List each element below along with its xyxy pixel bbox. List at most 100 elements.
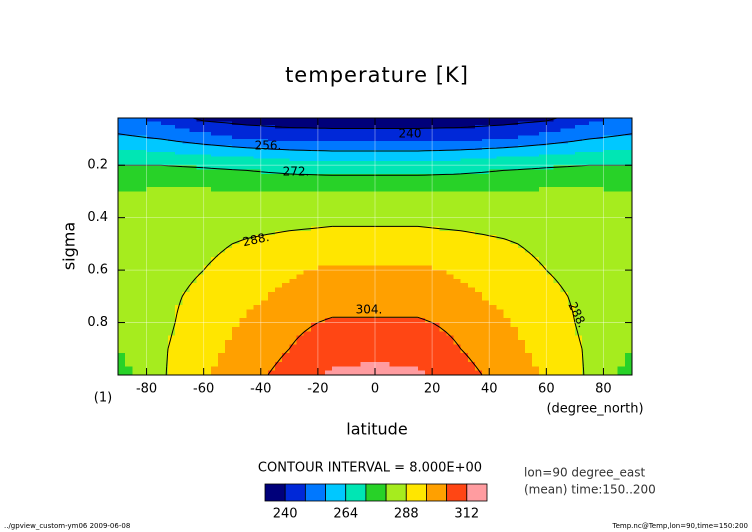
- contour-cell: [532, 248, 540, 254]
- contour-cell: [167, 195, 176, 201]
- contour-cell: [125, 248, 133, 254]
- contour-cell: [546, 208, 555, 214]
- contour-cell: [346, 230, 355, 236]
- contour-cell: [510, 208, 519, 214]
- contour-cell: [210, 300, 219, 306]
- contour-cell: [532, 344, 540, 350]
- contour-cell: [118, 222, 126, 227]
- contour-cell: [396, 173, 405, 179]
- contour-cell: [246, 173, 255, 179]
- contour-cell: [375, 131, 383, 137]
- contour-cell: [132, 270, 141, 276]
- contour-cell: [396, 287, 405, 293]
- contour-cell: [189, 158, 198, 162]
- contour-cell: [160, 128, 169, 133]
- contour-cell: [196, 344, 205, 350]
- contour-cell: [196, 178, 205, 184]
- contour-cell: [553, 208, 562, 214]
- contour-cell: [289, 287, 298, 293]
- contour-cell: [539, 128, 547, 133]
- contour-cell: [474, 261, 483, 267]
- contour-cell: [396, 141, 405, 144]
- contour-cell: [182, 204, 190, 210]
- contour-cell: [460, 357, 469, 363]
- contour-cell: [553, 131, 562, 137]
- contour-cell: [574, 305, 583, 311]
- contour-cell: [296, 141, 305, 144]
- contour-cell: [325, 313, 333, 319]
- contour-cell: [339, 217, 348, 223]
- contour-cell: [603, 318, 612, 324]
- contour-cell: [346, 143, 355, 147]
- contour-cell: [267, 213, 276, 219]
- contour-cell: [353, 165, 362, 171]
- contour-cell: [596, 318, 605, 324]
- contour-cell: [417, 335, 426, 341]
- contour-cell: [403, 300, 412, 306]
- contour-cell: [403, 124, 412, 130]
- contour-cell: [453, 226, 462, 232]
- contour-cell: [574, 366, 583, 372]
- contour-cell: [532, 313, 540, 319]
- contour-cell: [375, 143, 383, 147]
- contour-cell: [182, 309, 190, 315]
- contour-cell: [410, 200, 419, 206]
- contour-cell: [182, 163, 190, 166]
- contour-cell: [175, 128, 183, 133]
- contour-cell: [582, 270, 590, 276]
- contour-cell: [232, 160, 240, 164]
- contour-cell: [553, 265, 562, 271]
- contour-cell: [189, 154, 198, 158]
- contour-cell: [603, 344, 612, 350]
- contour-cell: [153, 283, 162, 289]
- contour-cell: [296, 322, 305, 328]
- contour-cell: [403, 154, 412, 158]
- contour-cell: [367, 239, 376, 245]
- contour-cell: [424, 200, 433, 206]
- contour-cell: [560, 313, 569, 319]
- contour-cell: [496, 335, 505, 341]
- contour-cell: [125, 318, 133, 324]
- contour-cell: [603, 213, 612, 219]
- contour-cell: [517, 335, 526, 341]
- contour-cell: [474, 222, 483, 227]
- contour-cell: [560, 340, 569, 346]
- contour-cell: [446, 305, 455, 311]
- contour-cell: [332, 152, 340, 155]
- contour-cell: [610, 124, 619, 130]
- contour-cell: [125, 200, 133, 206]
- contour-cell: [210, 274, 219, 280]
- contour-cell: [325, 178, 333, 184]
- contour-cell: [203, 265, 212, 271]
- contour-cell: [353, 178, 362, 184]
- contour-cell: [339, 340, 348, 346]
- contour-cell: [267, 121, 276, 126]
- contour-cell: [303, 322, 312, 328]
- contour-cell: [225, 187, 233, 193]
- contour-cell: [574, 309, 583, 315]
- contour-cell: [389, 222, 398, 227]
- contour-cell: [389, 230, 398, 236]
- contour-cell: [296, 235, 305, 241]
- contour-cell: [239, 335, 248, 341]
- contour-cell: [424, 296, 433, 302]
- contour-cell: [439, 318, 447, 324]
- contour-cell: [267, 248, 276, 254]
- contour-cell: [603, 361, 612, 367]
- contour-cell: [517, 204, 526, 210]
- contour-cell: [524, 361, 533, 367]
- contour-cell: [539, 274, 547, 280]
- contour-cell: [367, 366, 376, 372]
- contour-cell: [446, 256, 455, 262]
- contour-cell: [560, 361, 569, 367]
- contour-cell: [153, 305, 162, 311]
- contour-cell: [267, 141, 276, 144]
- contour-cell: [332, 156, 340, 160]
- contour-cell: [574, 204, 583, 210]
- contour-cell: [460, 156, 469, 160]
- contour-cell: [296, 300, 305, 306]
- contour-cell: [132, 239, 141, 245]
- contour-cell: [574, 187, 583, 193]
- contour-cell: [410, 361, 419, 367]
- contour-cell: [546, 222, 555, 227]
